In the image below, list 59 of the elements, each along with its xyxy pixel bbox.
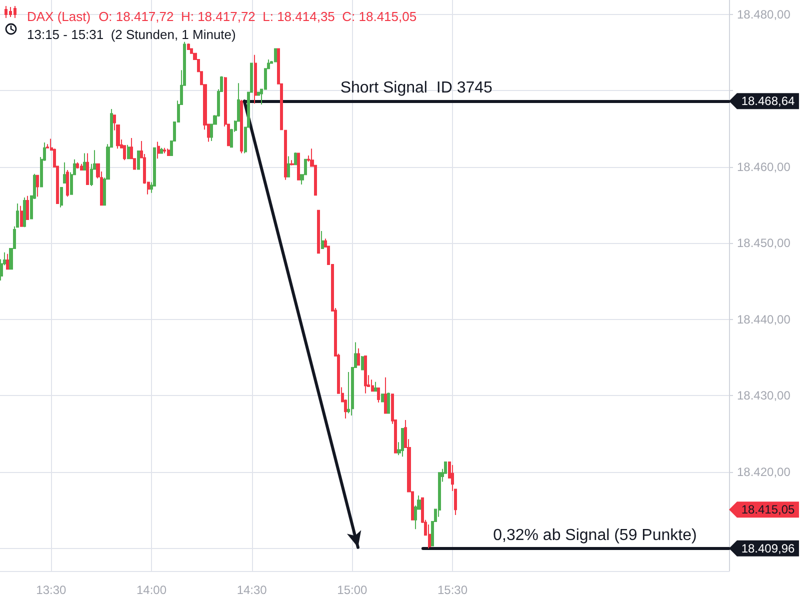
candlestick — [361, 356, 364, 370]
y-tick-label: 18.450,00 — [737, 236, 791, 250]
candlestick — [287, 156, 290, 178]
candlestick — [274, 48, 277, 62]
candlestick — [157, 141, 160, 160]
candlestick — [297, 152, 300, 180]
ref-line-label: 18.468,64 — [741, 94, 796, 108]
text: 13:15 - 15:31 (2 Stunden, 1 Minute) — [27, 27, 236, 42]
x-tick-label: 14:00 — [136, 583, 167, 597]
candlestick — [127, 144, 130, 160]
annotation: Short Signal ID 3745 — [340, 80, 493, 97]
candlestick — [290, 160, 294, 166]
y-tick-label: 18.420,00 — [737, 464, 791, 479]
candlestick — [371, 379, 374, 392]
candlestick — [387, 392, 390, 414]
candlestick — [240, 99, 243, 154]
candlestick — [76, 162, 79, 169]
candlestick — [401, 428, 404, 458]
text: DAX (Last) — [27, 9, 91, 24]
candlestick — [317, 210, 320, 254]
candlestick — [20, 205, 23, 227]
candlestick — [187, 42, 190, 50]
candlestick — [83, 152, 86, 171]
candlestick — [160, 147, 163, 154]
candlestick — [6, 253, 9, 270]
annotation: 0,32% ab Signal (59 Punkte) — [493, 526, 697, 544]
candlestick — [374, 381, 377, 392]
candlestick — [284, 130, 287, 180]
candlestick — [377, 388, 380, 404]
y-tick-label: 18.480,00 — [737, 7, 791, 22]
text: 18.415,05 — [741, 502, 796, 517]
x-tick-label: 14:30 — [236, 583, 268, 597]
candlestick — [36, 174, 39, 198]
candlestick — [428, 524, 431, 549]
candlestick — [26, 195, 29, 220]
candlestick — [364, 356, 367, 394]
y-tick-label: 18.430,00 — [737, 388, 791, 403]
candlestick — [60, 187, 63, 208]
candlestick — [254, 54, 257, 104]
candlestick — [86, 152, 89, 185]
annotation: O: 18.417,72 H: 18.417,72 L: 18.414,35 C: 18.415,05 — [98, 9, 417, 24]
x-tick-label: 13:30 — [36, 583, 67, 597]
ref-line-label: 18.409,96 — [741, 541, 796, 556]
x-tick-label: 15:30 — [437, 583, 468, 597]
candlestick — [63, 162, 66, 184]
candlestick — [167, 148, 170, 156]
y-tick-label: 18.440,00 — [737, 312, 791, 326]
candlestick — [23, 196, 26, 228]
candlestick — [137, 150, 140, 170]
candlestick — [80, 163, 83, 171]
candlestick — [381, 394, 384, 402]
x-tick-label: 15:00 — [337, 583, 368, 597]
candlestick — [66, 170, 69, 198]
y-tick-label: 18.460,00 — [737, 160, 791, 174]
candlestick — [321, 230, 324, 250]
candlestick — [357, 348, 360, 366]
candlestick — [294, 152, 297, 166]
candlestick — [163, 147, 166, 154]
candlestick — [384, 376, 387, 414]
